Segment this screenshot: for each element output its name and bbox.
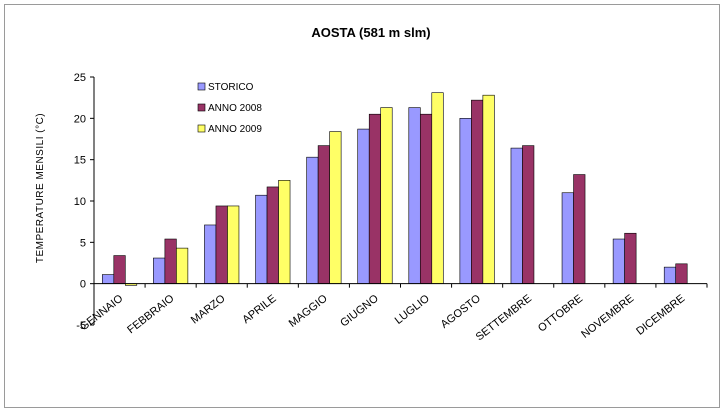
- plot-area: -5 0 5 10 15 20 25 GENNAIO FEBBRAIO MARZO APRILE MA…: [74, 72, 708, 344]
- bar-storico-dicembre: [663, 266, 677, 284]
- y-tick-label: 5: [80, 237, 86, 249]
- legend-label: ANNO 2008: [208, 103, 262, 114]
- x-tick-label: GIUGNO: [338, 292, 381, 329]
- bar-storico-agosto: [459, 118, 472, 284]
- bar-anno-2009-agosto: [482, 94, 495, 284]
- chart-frame: AOSTA (581 m slm) TEMPERATURE MENSILI (°…: [4, 4, 720, 408]
- x-tick-label: NOVEMBRE: [579, 293, 636, 341]
- y-tick-label: 0: [80, 279, 86, 291]
- bar-storico-gennaio: [101, 274, 115, 284]
- bar-storico-luglio: [408, 107, 421, 284]
- y-axis-title: TEMPERATURE MENSILI (°C): [35, 113, 46, 263]
- bar-anno-2008-marzo: [215, 205, 228, 284]
- x-tick-label: MAGGIO: [287, 292, 330, 330]
- bar-anno-2009-marzo: [227, 205, 240, 284]
- x-tick-label: AGOSTO: [439, 292, 484, 331]
- legend: STORICO ANNO 2008 ANNO 2009: [197, 82, 262, 135]
- bar-anno-2008-febbraio: [164, 238, 177, 284]
- bar-storico-novembre: [612, 238, 625, 284]
- y-tick-label: 20: [74, 113, 86, 125]
- bar-anno-2008-ottobre: [573, 174, 586, 284]
- bar-anno-2009-maggio: [329, 131, 342, 284]
- legend-swatch: [197, 103, 206, 112]
- legend-label: ANNO 2009: [208, 124, 262, 135]
- bar-anno-2008-dicembre: [675, 263, 688, 284]
- y-tick-label: 10: [74, 196, 86, 208]
- bar-anno-2009-luglio: [431, 92, 444, 284]
- y-tick-label: 15: [74, 155, 86, 167]
- bar-anno-2008-maggio: [317, 145, 330, 284]
- bar-storico-maggio: [306, 156, 319, 284]
- bar-storico-febbraio: [153, 257, 166, 284]
- bar-anno-2008-settembre: [522, 145, 535, 284]
- bar-chart: AOSTA (581 m slm) TEMPERATURE MENSILI (°…: [35, 25, 708, 344]
- bar-anno-2008-agosto: [471, 99, 484, 284]
- bar-storico-ottobre: [561, 192, 574, 284]
- bar-anno-2008-giugno: [368, 113, 382, 284]
- legend-swatch: [197, 124, 206, 133]
- bar-anno-2008-novembre: [624, 232, 637, 284]
- bar-anno-2009-febbraio: [176, 247, 189, 284]
- bar-anno-2009-aprile: [278, 180, 291, 284]
- bar-anno-2008-gennaio: [113, 255, 126, 284]
- bar-storico-aprile: [255, 194, 268, 284]
- legend-label: STORICO: [208, 82, 254, 93]
- y-tick-label: -5: [76, 320, 86, 332]
- bar-anno-2008-aprile: [266, 186, 279, 284]
- x-tick-label: MARZO: [189, 292, 228, 326]
- chart-title: AOSTA (581 m slm): [311, 25, 430, 40]
- bar-storico-settembre: [510, 147, 523, 284]
- bar-storico-marzo: [204, 224, 217, 284]
- x-tick-label: FEBBRAIO: [125, 292, 177, 336]
- x-tick-label: APRILE: [240, 293, 278, 327]
- x-tick-label: SETTEMBRE: [474, 293, 534, 344]
- bar-anno-2009-giugno: [380, 107, 393, 284]
- y-tick-label: 25: [74, 72, 86, 84]
- bar-anno-2008-luglio: [419, 113, 433, 284]
- x-tick-label: LUGLIO: [393, 292, 433, 327]
- x-tick-label: DICEMBRE: [634, 293, 687, 338]
- x-tick-label: GENNAIO: [78, 292, 126, 333]
- x-tick-label: OTTOBRE: [536, 293, 585, 335]
- legend-swatch: [197, 82, 206, 91]
- bar-storico-giugno: [357, 128, 370, 284]
